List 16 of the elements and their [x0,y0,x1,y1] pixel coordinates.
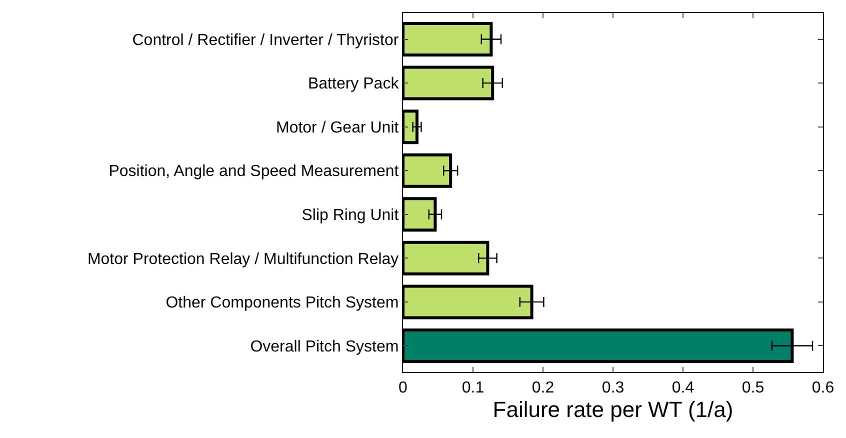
x-axis-title: Failure rate per WT (1/a) [492,397,734,422]
x-tick-label: 0.3 [602,379,624,396]
x-tick-label: 0.5 [742,379,764,396]
y-tick-label: Battery Pack [308,76,400,93]
y-tick-label: Position, Angle and Speed Measurement [108,163,400,180]
y-tick-label: Overall Pitch System [250,338,399,356]
y-tick-label: Slip Ring Unit [302,206,400,224]
y-tick-label: Other Components Pitch System [166,294,399,312]
y-tick-label: Motor / Gear Unit [276,119,400,136]
x-tick-label: 0.6 [812,379,834,396]
x-tick-label: 0.1 [462,379,484,396]
x-tick-label: 0.2 [532,379,554,396]
x-tick-label: 0 [398,379,408,396]
y-tick-label: Motor Protection Relay / Multifunction Relay [87,250,399,268]
x-tick-label: 0.4 [672,379,694,396]
y-tick-label: Control / Rectifier / Inverter / Thyristor [132,32,400,49]
